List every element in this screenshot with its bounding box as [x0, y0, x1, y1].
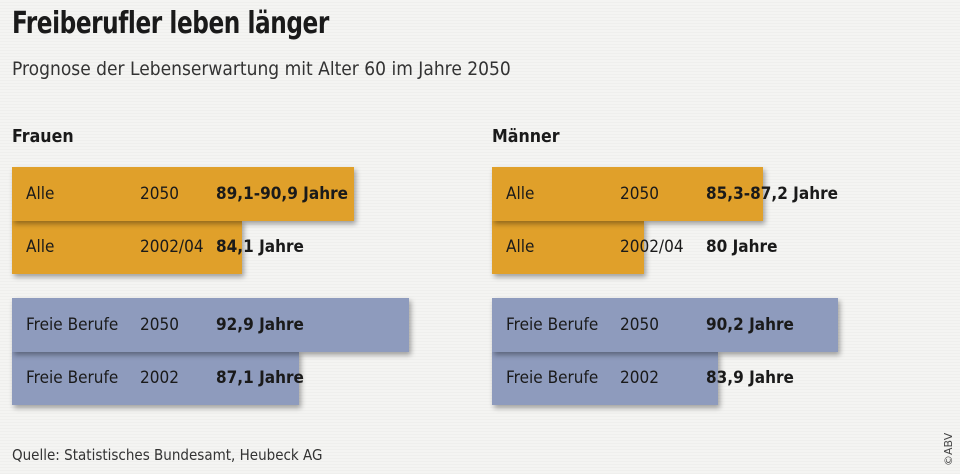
bar-group-label: Alle — [506, 237, 535, 257]
bar-year-label: 2050 — [620, 315, 659, 335]
bar-value-label: 80 Jahre — [706, 237, 778, 257]
bar-0-2: Freie Berufe 2050 92,9 Jahre — [12, 298, 409, 352]
bar-value-label: 90,2 Jahre — [706, 315, 794, 335]
bar-1-1: Alle 2002/04 80 Jahre — [492, 220, 777, 274]
bar-group-label: Freie Berufe — [26, 368, 119, 388]
bar-year-label: 2050 — [140, 184, 179, 204]
chart-title: Freiberufler leben länger — [12, 6, 329, 41]
bar-1-2: Freie Berufe 2050 90,2 Jahre — [492, 298, 838, 352]
bar-year-label: 2050 — [620, 184, 659, 204]
bar-year-label: 2002 — [620, 368, 659, 388]
bar-group-label: Alle — [26, 184, 55, 204]
bar-group-label: Freie Berufe — [506, 315, 599, 335]
panel-label-0: Frauen — [12, 126, 74, 147]
panel-label-1: Männer — [492, 126, 560, 147]
chart-subtitle: Prognose der Lebenserwartung mit Alter 6… — [12, 58, 511, 80]
bar-year-label: 2002/04 — [620, 237, 684, 257]
bar-0-1: Alle 2002/04 84,1 Jahre — [12, 220, 304, 274]
bar-1-3: Freie Berufe 2002 83,9 Jahre — [492, 351, 794, 405]
bar-0-3: Freie Berufe 2002 87,1 Jahre — [12, 351, 304, 405]
bar-value-label: 85,3-87,2 Jahre — [706, 184, 839, 204]
bar-1-0: Alle 2050 85,3-87,2 Jahre — [492, 167, 838, 221]
bar-value-label: 92,9 Jahre — [216, 315, 304, 335]
bar-group-label: Freie Berufe — [506, 368, 599, 388]
bar-0-0: Alle 2050 89,1-90,9 Jahre — [12, 167, 354, 221]
bar-value-label: 89,1-90,9 Jahre — [216, 184, 349, 204]
source-note: Quelle: Statistisches Bundesamt, Heubeck… — [12, 446, 323, 464]
bar-value-label: 87,1 Jahre — [216, 368, 304, 388]
bar-group-label: Alle — [506, 184, 535, 204]
bar-year-label: 2002/04 — [140, 237, 204, 257]
credit-label: ©ABV — [942, 432, 955, 466]
bar-value-label: 83,9 Jahre — [706, 368, 794, 388]
bar-year-label: 2050 — [140, 315, 179, 335]
bar-year-label: 2002 — [140, 368, 179, 388]
bar-value-label: 84,1 Jahre — [216, 237, 304, 257]
bar-group-label: Alle — [26, 237, 55, 257]
bar-group-label: Freie Berufe — [26, 315, 119, 335]
